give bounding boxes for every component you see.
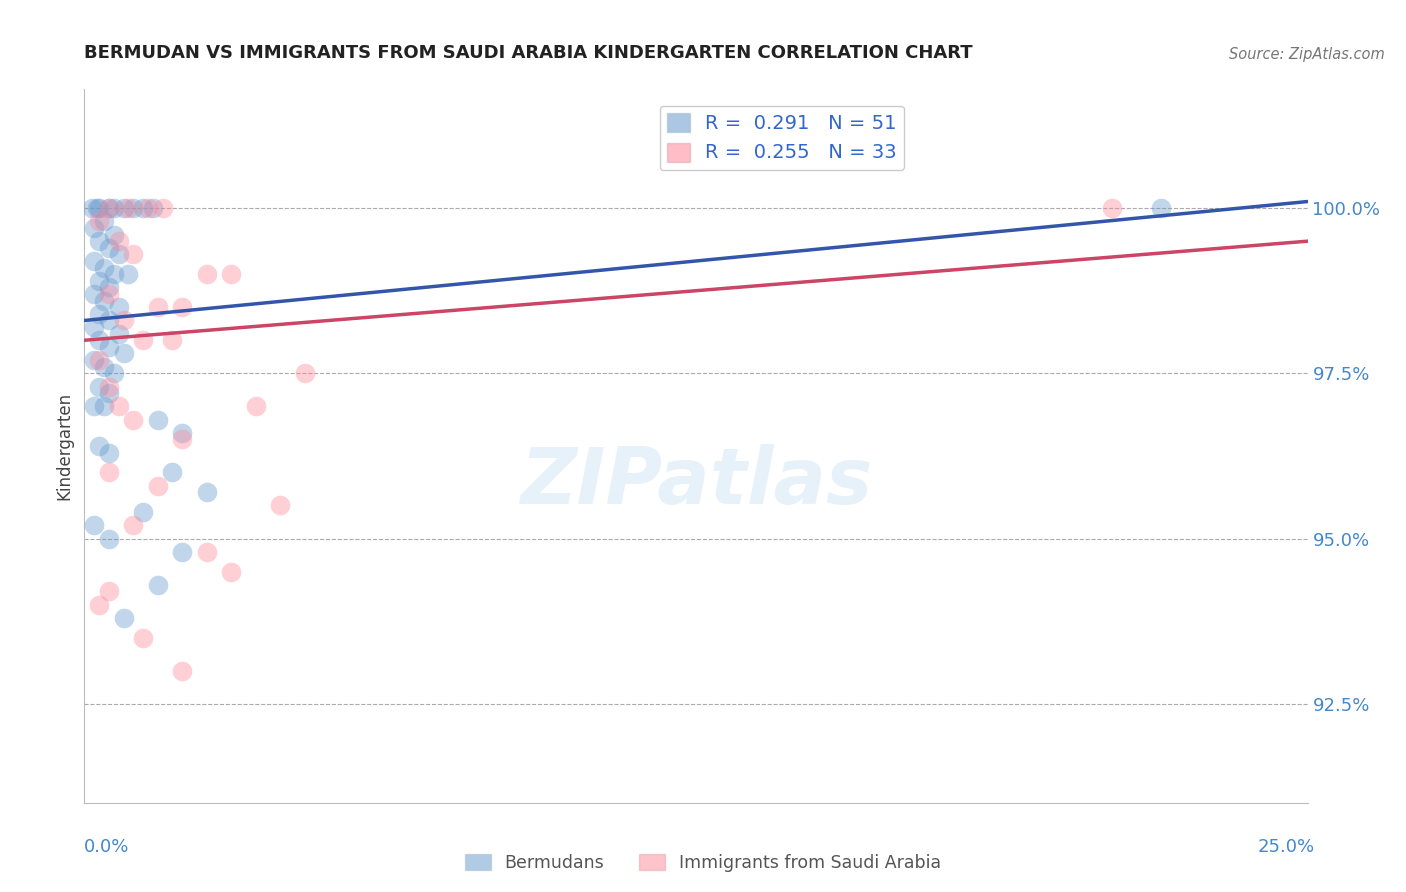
Point <box>103 367 125 381</box>
Point <box>107 234 129 248</box>
Point <box>146 412 169 426</box>
Point <box>93 359 115 374</box>
Point <box>87 214 110 228</box>
Text: BERMUDAN VS IMMIGRANTS FROM SAUDI ARABIA KINDERGARTEN CORRELATION CHART: BERMUDAN VS IMMIGRANTS FROM SAUDI ARABIA… <box>84 45 973 62</box>
Point <box>83 254 105 268</box>
Point <box>87 234 110 248</box>
Point <box>112 611 135 625</box>
Point <box>122 201 145 215</box>
Text: Source: ZipAtlas.com: Source: ZipAtlas.com <box>1229 47 1385 62</box>
Point <box>122 412 145 426</box>
Point <box>97 313 120 327</box>
Point <box>97 466 120 480</box>
Point <box>195 267 218 281</box>
Point <box>152 201 174 215</box>
Point <box>107 326 129 341</box>
Point <box>132 201 155 215</box>
Point <box>87 333 110 347</box>
Point <box>294 367 316 381</box>
Point <box>93 214 115 228</box>
Point <box>142 201 165 215</box>
Point <box>87 307 110 321</box>
Point <box>172 300 194 314</box>
Point <box>97 201 120 215</box>
Point <box>117 267 139 281</box>
Point <box>83 400 105 414</box>
Point <box>103 267 125 281</box>
Point <box>117 201 139 215</box>
Point <box>87 439 110 453</box>
Point <box>97 340 120 354</box>
Point <box>162 466 184 480</box>
Point <box>112 201 135 215</box>
Point <box>86 201 108 215</box>
Point <box>97 287 120 301</box>
Point <box>97 280 120 294</box>
Y-axis label: Kindergarten: Kindergarten <box>55 392 73 500</box>
Legend: R =  0.291   N = 51, R =  0.255   N = 33: R = 0.291 N = 51, R = 0.255 N = 33 <box>659 106 904 170</box>
Point <box>219 267 242 281</box>
Point <box>83 518 105 533</box>
Point <box>122 247 145 261</box>
Point <box>97 532 120 546</box>
Point <box>146 578 169 592</box>
Point <box>103 227 125 242</box>
Point <box>1150 201 1173 215</box>
Point <box>107 300 129 314</box>
Point <box>93 260 115 275</box>
Point <box>112 346 135 360</box>
Point <box>112 313 135 327</box>
Point <box>83 221 105 235</box>
Point <box>162 333 184 347</box>
Point <box>97 241 120 255</box>
Point <box>172 425 194 440</box>
Point <box>107 400 129 414</box>
Point <box>136 201 159 215</box>
Point <box>87 379 110 393</box>
Point <box>103 201 125 215</box>
Point <box>97 445 120 459</box>
Point <box>172 664 194 678</box>
Point <box>97 386 120 401</box>
Legend: Bermudans, Immigrants from Saudi Arabia: Bermudans, Immigrants from Saudi Arabia <box>458 847 948 879</box>
Point <box>146 300 169 314</box>
Point <box>245 400 267 414</box>
Point <box>87 353 110 368</box>
Point <box>219 565 242 579</box>
Point <box>83 287 105 301</box>
Point <box>87 201 110 215</box>
Point <box>80 201 103 215</box>
Point <box>87 274 110 288</box>
Point <box>97 201 120 215</box>
Text: 25.0%: 25.0% <box>1257 838 1315 856</box>
Point <box>132 333 155 347</box>
Point <box>83 353 105 368</box>
Point <box>172 545 194 559</box>
Point <box>195 545 218 559</box>
Point <box>146 478 169 492</box>
Text: 0.0%: 0.0% <box>84 838 129 856</box>
Point <box>195 485 218 500</box>
Point <box>107 247 129 261</box>
Point <box>172 433 194 447</box>
Point <box>97 584 120 599</box>
Point <box>122 518 145 533</box>
Point <box>93 293 115 308</box>
Point <box>269 499 291 513</box>
Point <box>97 379 120 393</box>
Point <box>1101 201 1123 215</box>
Point <box>132 631 155 645</box>
Text: ZIPatlas: ZIPatlas <box>520 443 872 520</box>
Point <box>87 598 110 612</box>
Point <box>83 320 105 334</box>
Point <box>132 505 155 519</box>
Point <box>93 400 115 414</box>
